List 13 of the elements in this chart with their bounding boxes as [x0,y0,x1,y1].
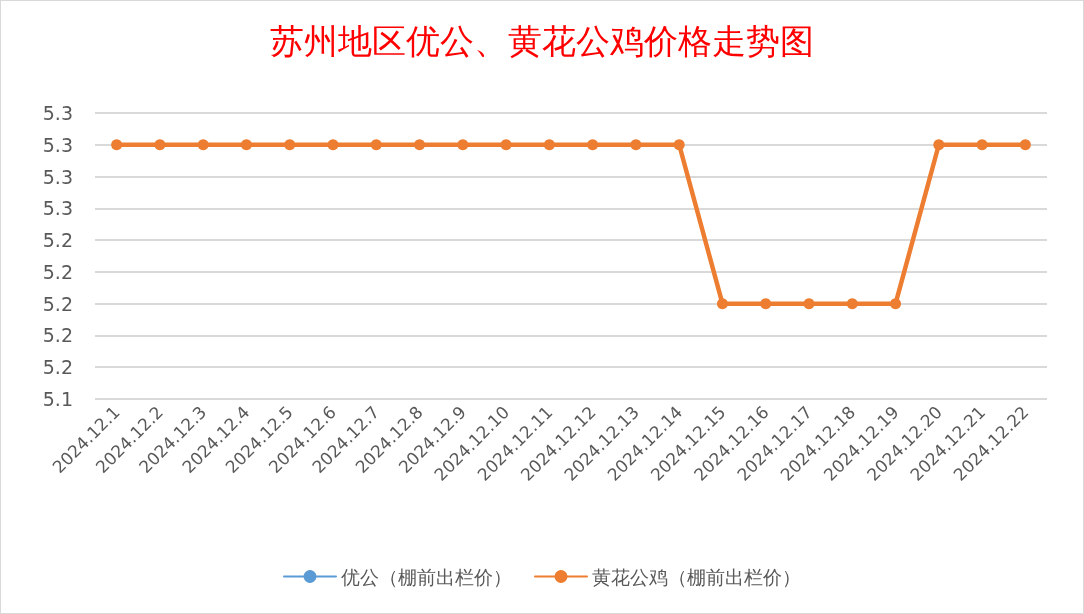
y-tick-label: 5.3 [42,165,73,188]
y-tick-label: 5.3 [42,197,73,220]
y-tick-label: 5.1 [42,388,73,410]
y-tick-label: 5.2 [42,229,73,252]
chart-title: 苏州地区优公、黄花公鸡价格走势图 [270,22,814,60]
y-tick-label: 5.3 [42,133,73,156]
y-tick-label: 5.2 [42,292,73,315]
legend-label: 黄花公鸡（棚前出栏价） [592,565,801,588]
y-tick-label: 5.2 [42,260,73,283]
y-tick-label: 5.2 [42,324,73,347]
legend-label: 优公（棚前出栏价） [341,565,512,588]
y-tick-label: 5.2 [42,356,73,379]
y-tick-label: 5.3 [42,102,73,124]
